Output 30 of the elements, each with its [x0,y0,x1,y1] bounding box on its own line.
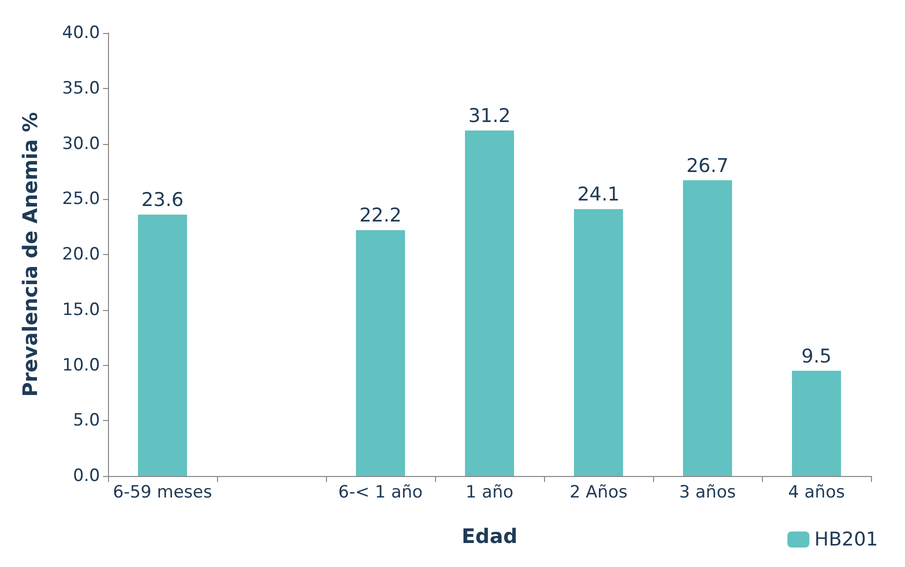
y-tick-label: 30.0 [62,134,100,154]
y-tick-label: 0.0 [72,466,100,486]
bar [138,214,188,476]
y-tick-label: 20.0 [62,244,100,264]
x-tick-label: 1 año [466,482,514,502]
y-tick-label: 5.0 [72,410,100,431]
data-label: 26.7 [686,154,729,177]
x-tick-label: 3 años [679,482,736,502]
data-label: 9.5 [801,345,832,368]
x-axis-title: Edad [462,524,518,548]
data-label: 23.6 [141,189,184,212]
data-label: 24.1 [577,184,620,206]
x-tick-label: 2 Años [570,482,628,502]
y-tick-label: 25.0 [62,189,100,210]
bar [574,209,624,476]
x-tick-label: 6-59 meses [112,482,212,502]
y-tick-label: 40.0 [62,23,100,43]
data-label: 22.2 [359,204,402,227]
data-label: 31.2 [468,104,511,127]
legend-label: HB201 [814,528,878,550]
bar [792,370,842,476]
bar [682,180,732,476]
y-axis-title: Prevalencia de Anemia % [18,112,42,397]
x-tick-label: 6-< 1 año [338,482,423,502]
y-tick-label: 35.0 [62,78,100,98]
bar [464,130,514,476]
x-tick-label: 4 años [788,482,845,502]
bar [356,230,406,476]
y-tick-label: 15.0 [62,300,100,320]
y-tick-label: 10.0 [62,355,100,376]
